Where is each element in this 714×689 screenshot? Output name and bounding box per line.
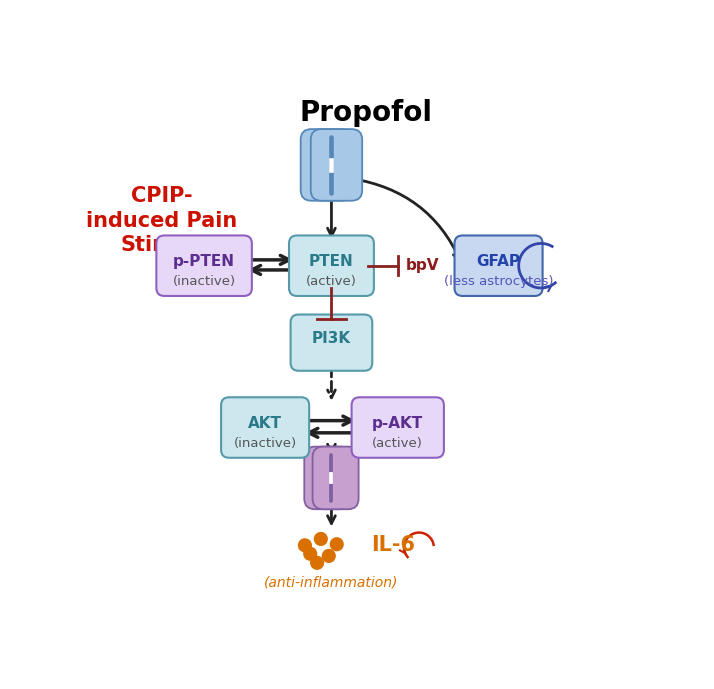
Text: p-AKT: p-AKT: [372, 415, 423, 431]
FancyBboxPatch shape: [221, 398, 309, 457]
FancyBboxPatch shape: [289, 236, 374, 296]
Text: (inactive): (inactive): [233, 437, 297, 450]
Text: CPIP-
induced Pain
Stimuli: CPIP- induced Pain Stimuli: [86, 186, 237, 256]
Text: (less astrocytes): (less astrocytes): [444, 275, 553, 288]
FancyBboxPatch shape: [304, 446, 351, 509]
Text: PI3K: PI3K: [312, 331, 351, 346]
Text: Propofol: Propofol: [299, 99, 433, 127]
Text: (inactive): (inactive): [173, 275, 236, 288]
Text: AKT: AKT: [248, 415, 282, 431]
Text: GFAP: GFAP: [476, 254, 521, 269]
FancyBboxPatch shape: [291, 314, 372, 371]
FancyBboxPatch shape: [351, 398, 444, 457]
Circle shape: [314, 533, 327, 545]
Circle shape: [298, 539, 311, 552]
FancyBboxPatch shape: [311, 129, 362, 200]
Text: (active): (active): [372, 437, 423, 450]
Text: (anti-inflammation): (anti-inflammation): [264, 575, 398, 589]
Text: IL-6: IL-6: [371, 535, 416, 555]
Circle shape: [311, 557, 323, 569]
FancyBboxPatch shape: [313, 446, 358, 509]
FancyBboxPatch shape: [301, 129, 352, 200]
Circle shape: [323, 550, 335, 562]
Text: (active): (active): [306, 275, 357, 288]
Circle shape: [304, 548, 316, 560]
Text: bpV: bpV: [406, 258, 439, 274]
Circle shape: [331, 538, 343, 551]
Text: PTEN: PTEN: [309, 254, 354, 269]
FancyBboxPatch shape: [156, 236, 252, 296]
FancyBboxPatch shape: [455, 236, 543, 296]
Text: p-PTEN: p-PTEN: [173, 254, 235, 269]
